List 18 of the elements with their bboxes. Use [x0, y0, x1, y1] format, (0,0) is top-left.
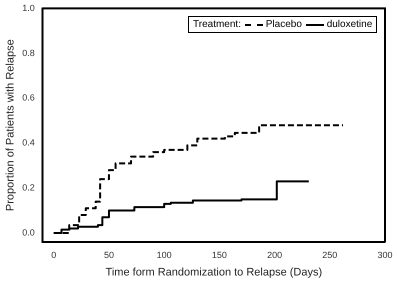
x-tick-label: 50	[104, 250, 114, 260]
legend-label: Placebo	[266, 19, 302, 30]
x-tick-label: 150	[212, 250, 227, 260]
y-tick-label: 0.8	[22, 48, 35, 58]
y-tick-label: 1.0	[22, 2, 35, 13]
y-axis-title: Proportion of Patients with Relapse	[4, 39, 17, 212]
x-tick-label: 200	[267, 250, 282, 260]
y-tick-label: 0.4	[22, 138, 35, 148]
legend-label: duloxetine	[326, 19, 372, 30]
x-tick-label: 300	[377, 250, 393, 260]
x-tick-label: 100	[156, 250, 172, 260]
y-tick-label: 0.0	[22, 228, 35, 238]
y-tick-label: 0.2	[22, 182, 35, 193]
x-axis-title: Time form Randomization to Relapse (Days)	[106, 266, 322, 278]
legend-title: Treatment:	[193, 19, 241, 30]
y-tick-label: 0.6	[22, 92, 35, 103]
x-tick-label: 250	[322, 250, 338, 260]
x-tick-label: 0	[51, 250, 56, 260]
